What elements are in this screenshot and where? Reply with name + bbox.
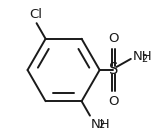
Text: O: O	[108, 32, 119, 45]
Text: NH: NH	[133, 50, 153, 63]
Text: NH: NH	[91, 118, 110, 131]
Text: 2: 2	[141, 54, 147, 64]
Text: O: O	[108, 95, 119, 108]
Text: 2: 2	[98, 120, 105, 130]
Text: S: S	[109, 62, 118, 78]
Text: Cl: Cl	[29, 8, 42, 21]
